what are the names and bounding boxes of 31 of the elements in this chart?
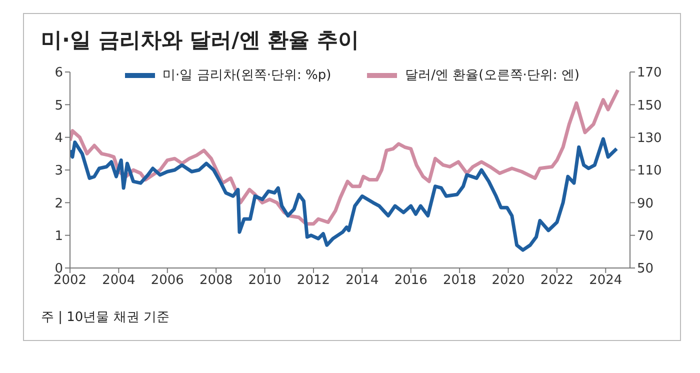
line-series bbox=[70, 137, 618, 252]
y-tick-label: 5 bbox=[54, 98, 63, 114]
y2-tick-label: 130 bbox=[637, 130, 662, 146]
y-tick-label: 6 bbox=[54, 66, 63, 81]
y-tick-label: 3 bbox=[54, 164, 63, 179]
legend-label: 미·일 금리차(왼쪽·단위: %p) bbox=[162, 67, 332, 84]
y2-tick-label: 170 bbox=[637, 66, 662, 81]
y-tick-label: 1 bbox=[54, 228, 63, 244]
x-tick-label: 2018 bbox=[443, 273, 476, 288]
x-tick-label: 2008 bbox=[200, 273, 233, 288]
chart-title: 미·일 금리차와 달러/엔 환율 추이 bbox=[40, 27, 360, 54]
text: 주 | 10년물 채권 기준 bbox=[41, 309, 170, 326]
x-tick-label: 2022 bbox=[540, 273, 574, 288]
y2-tick-label: 70 bbox=[637, 228, 654, 244]
y2-tick-label: 110 bbox=[637, 164, 662, 179]
legend-label: 달러/엔 환율(오른쪽·단위: 엔) bbox=[405, 67, 580, 84]
y-tick-label: 4 bbox=[54, 130, 63, 146]
x-tick-label: 2012 bbox=[296, 273, 330, 288]
y2-tick-label: 150 bbox=[637, 98, 662, 114]
x-tick-label: 2010 bbox=[248, 273, 282, 288]
x-tick-label: 2006 bbox=[150, 273, 184, 288]
x-tick-label: 2002 bbox=[53, 273, 87, 288]
y2-tick-label: 90 bbox=[637, 196, 654, 212]
x-tick-label: 2014 bbox=[346, 273, 379, 288]
x-tick-label: 2016 bbox=[394, 273, 428, 288]
line-series bbox=[70, 88, 620, 226]
x-tick-label: 2024 bbox=[589, 273, 622, 288]
y-tick-label: 2 bbox=[54, 196, 63, 212]
x-tick-label: 2020 bbox=[492, 273, 525, 288]
x-tick-label: 2004 bbox=[102, 273, 136, 288]
y2-tick-label: 50 bbox=[637, 262, 654, 277]
